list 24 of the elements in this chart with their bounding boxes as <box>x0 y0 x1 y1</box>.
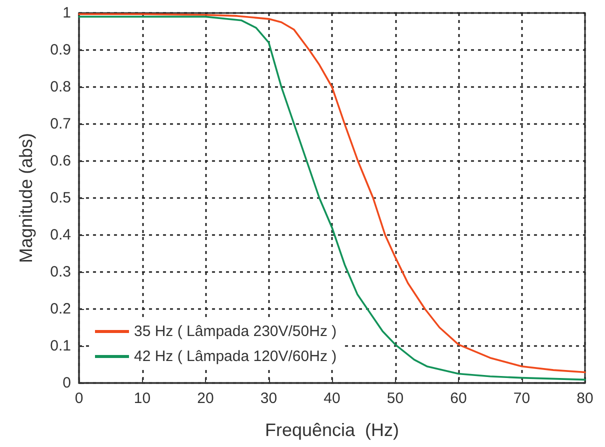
y-axis-title: Magnitude (abs) <box>16 132 36 264</box>
y-tick-label: 0.9 <box>50 42 71 58</box>
x-tick-label: 70 <box>513 390 530 407</box>
y-tick-label: 0.1 <box>50 338 71 354</box>
x-tick-label: 10 <box>134 390 151 407</box>
x-axis-title: Frequência (Hz) <box>264 420 400 440</box>
x-tick-label: 80 <box>576 390 594 407</box>
x-tick-label: 20 <box>197 390 214 407</box>
x-tick-label: 50 <box>386 390 404 407</box>
y-tick-label: 0.2 <box>50 300 71 318</box>
y-tick-label: 0.7 <box>50 116 71 132</box>
legend-label: 35 Hz ( Lâmpada 230V/50Hz ) <box>134 323 337 340</box>
y-tick-label: 0.6 <box>50 152 71 170</box>
y-tick-label: 1 <box>62 4 71 22</box>
x-tick-label: 40 <box>324 390 340 407</box>
y-tick-label: 0.5 <box>50 190 71 206</box>
x-tick-label: 60 <box>450 390 467 407</box>
y-tick-label: 0.3 <box>50 264 71 280</box>
y-tick-label: 0 <box>62 374 71 392</box>
y-tick-label: 0.4 <box>50 226 71 244</box>
x-tick-label: 0 <box>74 390 84 407</box>
y-tick-label: 0.8 <box>50 78 71 96</box>
x-tick-label: 30 <box>260 390 278 407</box>
legend-label: 42 Hz ( Lâmpada 120V/60Hz ) <box>134 348 337 365</box>
